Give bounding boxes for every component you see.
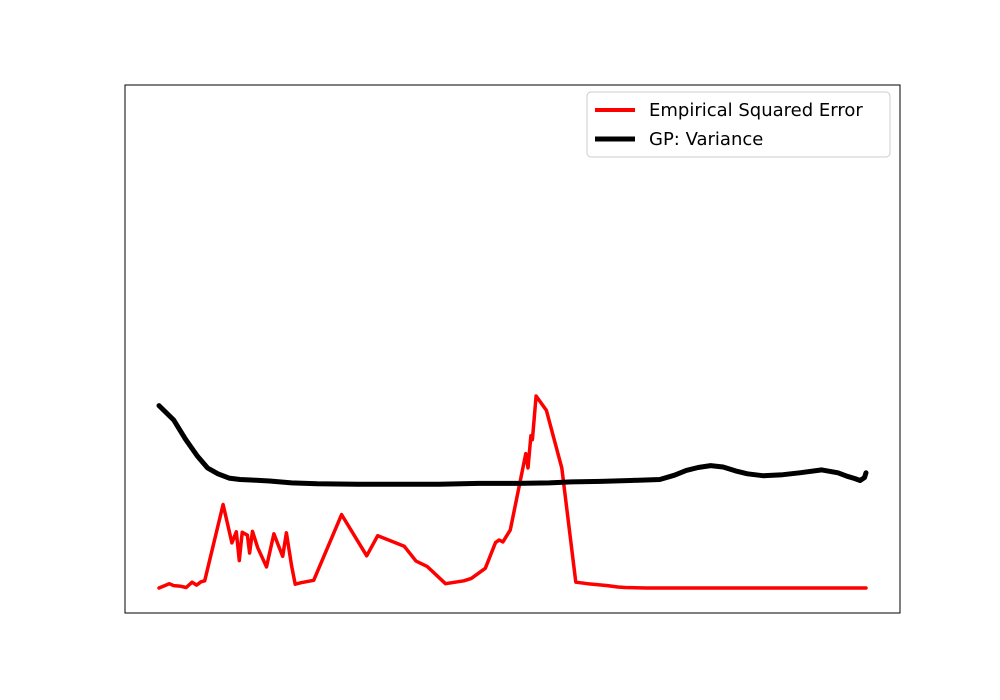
legend-label-empirical-squared-error: Empirical Squared Error: [649, 100, 863, 121]
legend-label-gp-variance: GP: Variance: [649, 129, 763, 150]
series-layer: [156, 394, 869, 590]
series-line-empirical-squared-error: [157, 394, 868, 590]
series-line-gp-variance: [156, 403, 869, 487]
legend-box: [586, 91, 891, 158]
legend: Empirical Squared Error GP: Variance: [586, 91, 891, 158]
